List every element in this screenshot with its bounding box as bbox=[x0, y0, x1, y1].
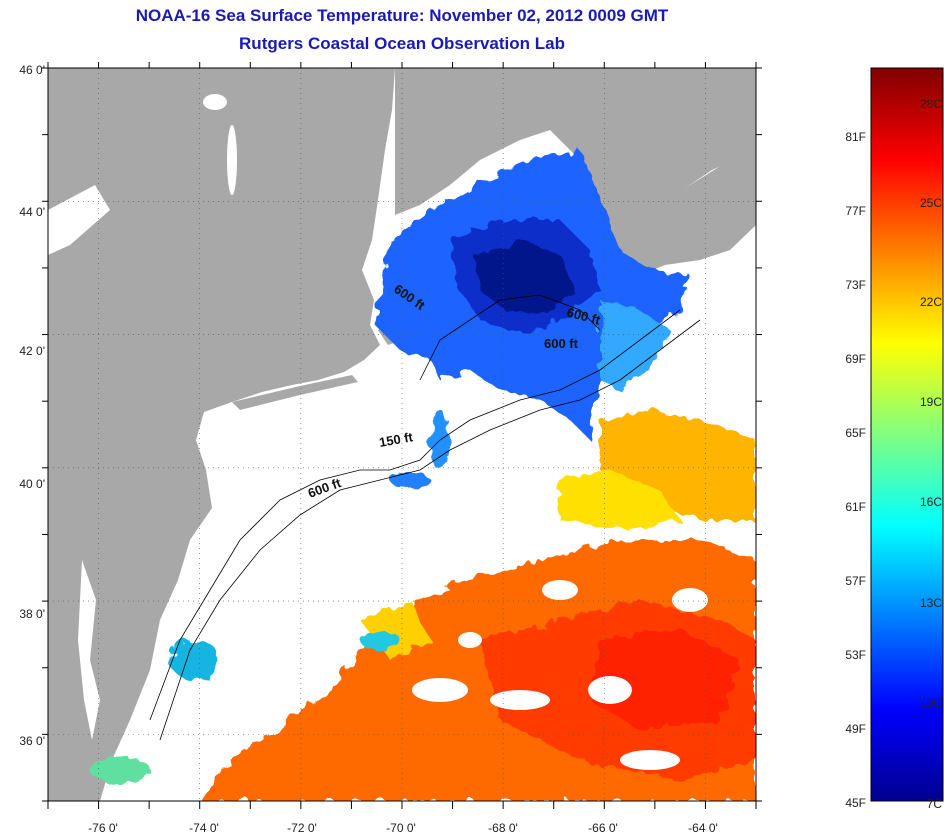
lake-small bbox=[203, 94, 227, 110]
lon-label: -76 0' bbox=[88, 821, 118, 835]
colorbar-label-c: 28C bbox=[920, 97, 942, 111]
colorbar-label-f: 49F bbox=[845, 722, 866, 736]
longitude-labels: -76 0' -74 0' -72 0' -70 0' -68 0' -66 0… bbox=[88, 821, 718, 835]
chesapeake-bay bbox=[78, 560, 100, 740]
colorbar-label-f: 61F bbox=[845, 500, 866, 514]
lat-label: 36 0' bbox=[19, 734, 45, 748]
colorbar-label-c: 25C bbox=[920, 196, 942, 210]
colorbar-label-c: 7C bbox=[927, 797, 943, 811]
isobath-label: 600 ft bbox=[544, 336, 579, 351]
isobath-label: 150 ft bbox=[378, 429, 415, 450]
colorbar-label-c: 13C bbox=[920, 596, 942, 610]
sst-gulf-stream bbox=[200, 410, 756, 801]
axis-ticks bbox=[42, 62, 762, 809]
colorbar-fahrenheit-labels: 81F 77F 73F 69F 65F 61F 57F 53F 49F 45F bbox=[845, 130, 866, 810]
sst-gulf-of-maine bbox=[375, 150, 690, 440]
colorbar-label-c: 19C bbox=[920, 395, 942, 409]
graticule bbox=[48, 68, 756, 801]
lat-label: 38 0' bbox=[19, 607, 45, 621]
colorbar-label-f: 45F bbox=[845, 796, 866, 810]
land-mainland bbox=[48, 68, 395, 801]
map-title: NOAA-16 Sea Surface Temperature: Novembe… bbox=[135, 6, 669, 25]
colorbar-label-f: 73F bbox=[845, 278, 866, 292]
lon-label: -74 0' bbox=[189, 821, 219, 835]
lon-label: -72 0' bbox=[287, 821, 317, 835]
colorbar-celsius-labels: 28C 25C 22C 19C 16C 13C 10C 7C bbox=[920, 97, 942, 811]
colorbar-label-f: 69F bbox=[845, 352, 866, 366]
colorbar-label-f: 77F bbox=[845, 204, 866, 218]
lon-label: -66 0' bbox=[588, 821, 618, 835]
lon-label: -64 0' bbox=[688, 821, 718, 835]
colorbar-label-c: 10C bbox=[920, 696, 942, 710]
colorbar-label-f: 65F bbox=[845, 426, 866, 440]
colorbar-label-c: 22C bbox=[920, 295, 942, 309]
lat-label: 46 0' bbox=[19, 63, 45, 77]
colorbar-label-f: 81F bbox=[845, 130, 866, 144]
lake-champlain bbox=[227, 125, 237, 195]
map-subtitle: Rutgers Coastal Ocean Observation Lab bbox=[239, 34, 565, 53]
land-canada bbox=[395, 68, 756, 250]
map-area: 600 ft 600 ft 600 ft 150 ft 600 ft bbox=[48, 68, 756, 801]
latitude-labels: 46 0' 44 0' 42 0' 40 0' 38 0' 36 0' bbox=[19, 63, 45, 748]
isobath-contours bbox=[149, 294, 701, 741]
lon-label: -68 0' bbox=[488, 821, 518, 835]
land-nova-scotia bbox=[600, 150, 756, 282]
lake-ontario bbox=[48, 185, 110, 255]
land-long-island bbox=[232, 375, 358, 410]
colorbar bbox=[870, 67, 944, 802]
cloud-patches bbox=[412, 580, 708, 770]
lat-label: 40 0' bbox=[19, 477, 45, 491]
colorbar-label-c: 16C bbox=[920, 495, 942, 509]
lat-label: 42 0' bbox=[19, 344, 45, 358]
lon-label: -70 0' bbox=[386, 821, 416, 835]
colorbar-label-f: 53F bbox=[845, 648, 866, 662]
lat-label: 44 0' bbox=[19, 205, 45, 219]
colorbar-label-f: 57F bbox=[845, 574, 866, 588]
